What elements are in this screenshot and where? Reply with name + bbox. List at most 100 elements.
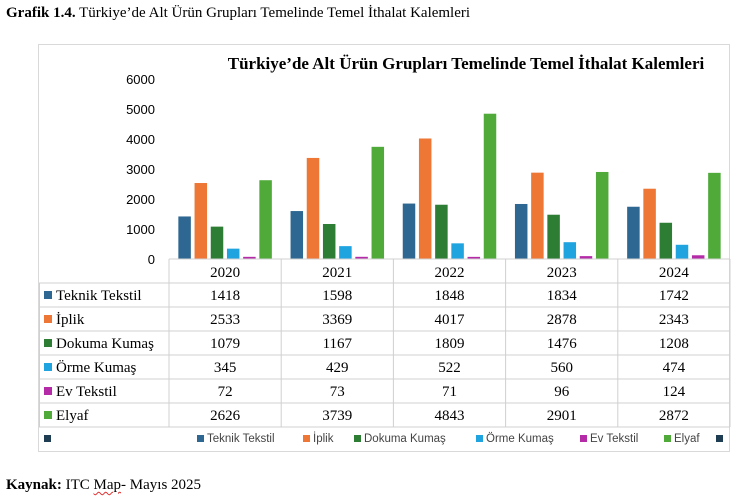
data-label: 3369	[322, 312, 352, 328]
data-label: 71	[442, 384, 457, 400]
table-legend-key	[44, 363, 52, 371]
data-label: 2901	[547, 408, 577, 424]
legend-key	[354, 435, 361, 442]
legend-label: İplik	[313, 432, 334, 445]
legend-label: Ev Tekstil	[590, 433, 638, 445]
legend-key-unlabeled	[44, 435, 51, 442]
y-tick-label: 0	[148, 252, 155, 267]
chart: Türkiye’de Alt Ürün Grupları Temelinde T…	[39, 54, 731, 445]
data-label: 124	[663, 384, 686, 400]
figure-caption: Grafik 1.4. Türkiye’de Alt Ürün Grupları…	[6, 5, 470, 22]
data-label: 1848	[435, 288, 465, 304]
bar	[259, 180, 272, 259]
source-text-marked: Map	[93, 477, 122, 493]
data-label: 1834	[547, 288, 578, 304]
bar	[659, 222, 673, 259]
table-series-label: Teknik Tekstil	[56, 288, 142, 304]
bar	[627, 206, 640, 259]
bar	[531, 172, 544, 259]
legend-key	[580, 435, 587, 442]
bar	[451, 243, 464, 259]
data-label: 1418	[210, 288, 240, 304]
bar	[243, 256, 256, 259]
data-label: 73	[330, 384, 345, 400]
table-series-label: Örme Kumaş	[56, 359, 137, 376]
bar	[418, 138, 432, 259]
category-label: 2022	[435, 265, 465, 281]
data-label: 1598	[322, 288, 352, 304]
bar	[708, 172, 721, 259]
bar	[514, 203, 528, 259]
legend-key-unlabeled	[716, 435, 723, 442]
table-legend-key	[44, 339, 52, 347]
y-tick-label: 4000	[126, 132, 155, 147]
bar	[483, 113, 497, 260]
bar	[178, 216, 191, 259]
data-label: 345	[214, 360, 237, 376]
table-legend-key	[44, 411, 52, 419]
bar	[210, 226, 224, 259]
data-label: 2533	[210, 312, 240, 328]
data-label: 1208	[659, 336, 689, 352]
y-tick-label: 1000	[126, 222, 155, 237]
legend-label: Teknik Tekstil	[207, 433, 275, 445]
chart-title: Türkiye’de Alt Ürün Grupları Temelinde T…	[228, 54, 705, 73]
table-series-label: İplik	[56, 312, 85, 328]
data-label: 1476	[547, 336, 578, 352]
bar	[547, 214, 560, 259]
source-label: Kaynak:	[6, 477, 62, 493]
data-label: 522	[438, 360, 461, 376]
source-text-after: - Mayıs 2025	[121, 477, 202, 493]
bar	[371, 146, 385, 259]
bar	[467, 256, 481, 259]
bar	[579, 256, 593, 259]
legend-label: Dokuma Kumaş	[364, 433, 446, 445]
source-text-before: ITC	[65, 477, 94, 493]
bar	[194, 183, 208, 259]
data-label: 2872	[659, 408, 689, 424]
data-label: 2626	[210, 408, 241, 424]
bar	[563, 242, 577, 259]
table-legend-key	[44, 315, 52, 323]
y-tick-label: 2000	[126, 192, 155, 207]
data-label: 474	[663, 360, 686, 376]
table-legend-key	[44, 291, 52, 299]
table-legend-key	[44, 387, 52, 395]
legend-key	[664, 435, 671, 442]
data-label: 2343	[659, 312, 689, 328]
data-label: 560	[550, 360, 573, 376]
bar	[355, 256, 368, 259]
data-label: 3739	[322, 408, 352, 424]
data-label: 1167	[323, 336, 353, 352]
data-label: 429	[326, 360, 349, 376]
y-tick-label: 6000	[126, 72, 155, 87]
data-label: 4017	[435, 312, 466, 328]
source-note: Kaynak: ITC Map- Mayıs 2025	[6, 477, 201, 494]
legend-key	[476, 435, 483, 442]
bar	[402, 203, 416, 259]
category-label: 2024	[659, 265, 690, 281]
data-label: 72	[218, 384, 233, 400]
table-series-label: Elyaf	[56, 408, 88, 424]
data-label: 1079	[210, 336, 240, 352]
category-label: 2020	[210, 265, 240, 281]
data-label: 96	[554, 384, 570, 400]
bar	[643, 188, 656, 259]
data-label: 1809	[435, 336, 465, 352]
data-label: 4843	[435, 408, 465, 424]
legend-label: Örme Kumaş	[486, 433, 554, 445]
category-label: 2021	[322, 265, 352, 281]
bar	[691, 255, 705, 259]
y-tick-label: 5000	[126, 102, 155, 117]
legend-label: Elyaf	[674, 433, 700, 445]
table-series-label: Ev Tekstil	[56, 384, 117, 400]
bar	[435, 204, 448, 259]
data-label: 1742	[659, 288, 689, 304]
bar	[290, 211, 304, 259]
table-series-label: Dokuma Kumaş	[56, 336, 154, 352]
caption-text: Türkiye’de Alt Ürün Grupları Temelinde T…	[79, 5, 471, 21]
category-label: 2023	[547, 265, 577, 281]
bar	[595, 171, 609, 259]
data-label: 2878	[547, 312, 577, 328]
bar	[226, 248, 240, 259]
